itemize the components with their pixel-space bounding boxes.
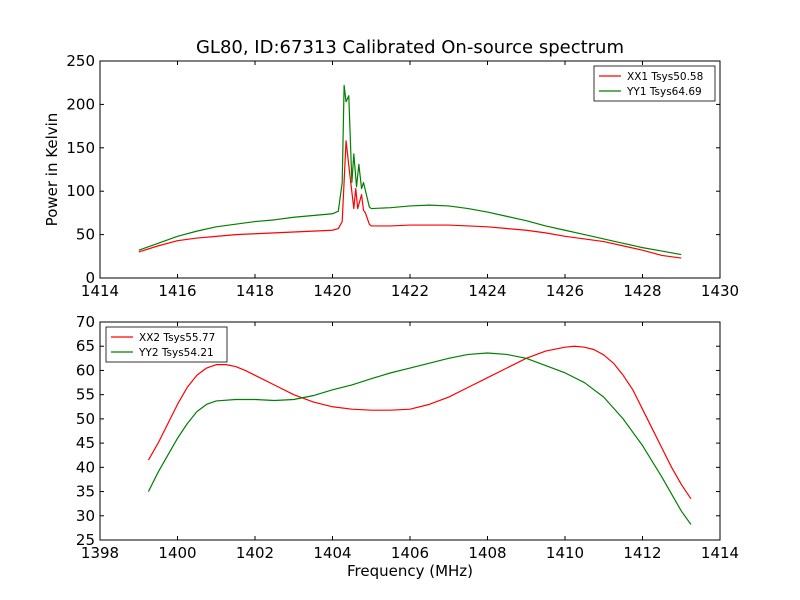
x-tick-label: 1418	[236, 282, 274, 300]
x-tick-label: 1430	[701, 282, 739, 300]
y-tick-label: 100	[66, 182, 95, 200]
legend: XX2 Tsys55.77 YY2 Tsys54.21	[105, 326, 228, 363]
y-tick-label: 200	[66, 95, 95, 113]
legend-label: YY2 Tsys54.21	[138, 347, 214, 359]
y-tick-label: 55	[76, 386, 95, 404]
legend-box	[593, 65, 716, 102]
y-tick-label: 50	[76, 410, 95, 428]
x-tick-label: 1414	[81, 282, 119, 300]
y-tick-label: 30	[76, 507, 95, 525]
x-tick-label: 1428	[623, 282, 661, 300]
series-line-1-1	[138, 140, 682, 259]
x-tick-label: 1416	[158, 282, 196, 300]
x-tick-label: 1402	[236, 544, 274, 562]
y-tick-label: 35	[76, 483, 95, 501]
y-axis-label: Power in Kelvin	[43, 113, 61, 227]
y-tick-label: 250	[66, 52, 95, 70]
y-tick-label: 65	[76, 337, 95, 355]
x-tick-label: 1412	[623, 544, 661, 562]
figure-title: GL80, ID:67313 Calibrated On-source spec…	[196, 37, 624, 58]
legend-box	[105, 326, 228, 363]
x-tick-label: 1414	[701, 544, 739, 562]
x-tick-label: 1406	[391, 544, 429, 562]
y-tick-label: 60	[76, 361, 95, 379]
y-tick-label: 70	[76, 313, 95, 331]
y-tick-label: 45	[76, 434, 95, 452]
x-tick-label: 1410	[546, 544, 584, 562]
series-line-2-1	[147, 345, 692, 500]
x-tick-label: 1420	[313, 282, 351, 300]
x-tick-label: 1404	[313, 544, 351, 562]
bottom-panel: 1398 1400 1402 1404 1406 1408 1410 1412 1414 25 30…	[76, 313, 739, 580]
x-tick-label: 1400	[158, 544, 196, 562]
series-line-2-2	[147, 352, 692, 525]
x-axis-label: Frequency (MHz)	[347, 562, 473, 580]
x-tick-label: 1426	[546, 282, 584, 300]
y-tick-label: 25	[76, 531, 95, 549]
y-tick-label: 0	[85, 269, 95, 287]
legend-label: XX2 Tsys55.77	[139, 332, 215, 344]
y-tick-label: 40	[76, 458, 95, 476]
y-tick-label: 50	[76, 226, 95, 244]
x-tick-label: 1408	[468, 544, 506, 562]
y-tick-label: 150	[66, 139, 95, 157]
legend: XX1 Tsys50.58 YY1 Tsys64.69	[593, 65, 716, 102]
series-line-1-2	[138, 84, 682, 256]
x-tick-label: 1424	[468, 282, 506, 300]
x-tick-label: 1422	[391, 282, 429, 300]
x-tick-label: 1398	[81, 544, 119, 562]
top-panel: 1414 1416 1418 1420 1422 1424 1426 1428 1430 0 50 1…	[43, 52, 739, 300]
legend-label: XX1 Tsys50.58	[627, 71, 703, 83]
legend-label: YY1 Tsys64.69	[626, 86, 702, 98]
